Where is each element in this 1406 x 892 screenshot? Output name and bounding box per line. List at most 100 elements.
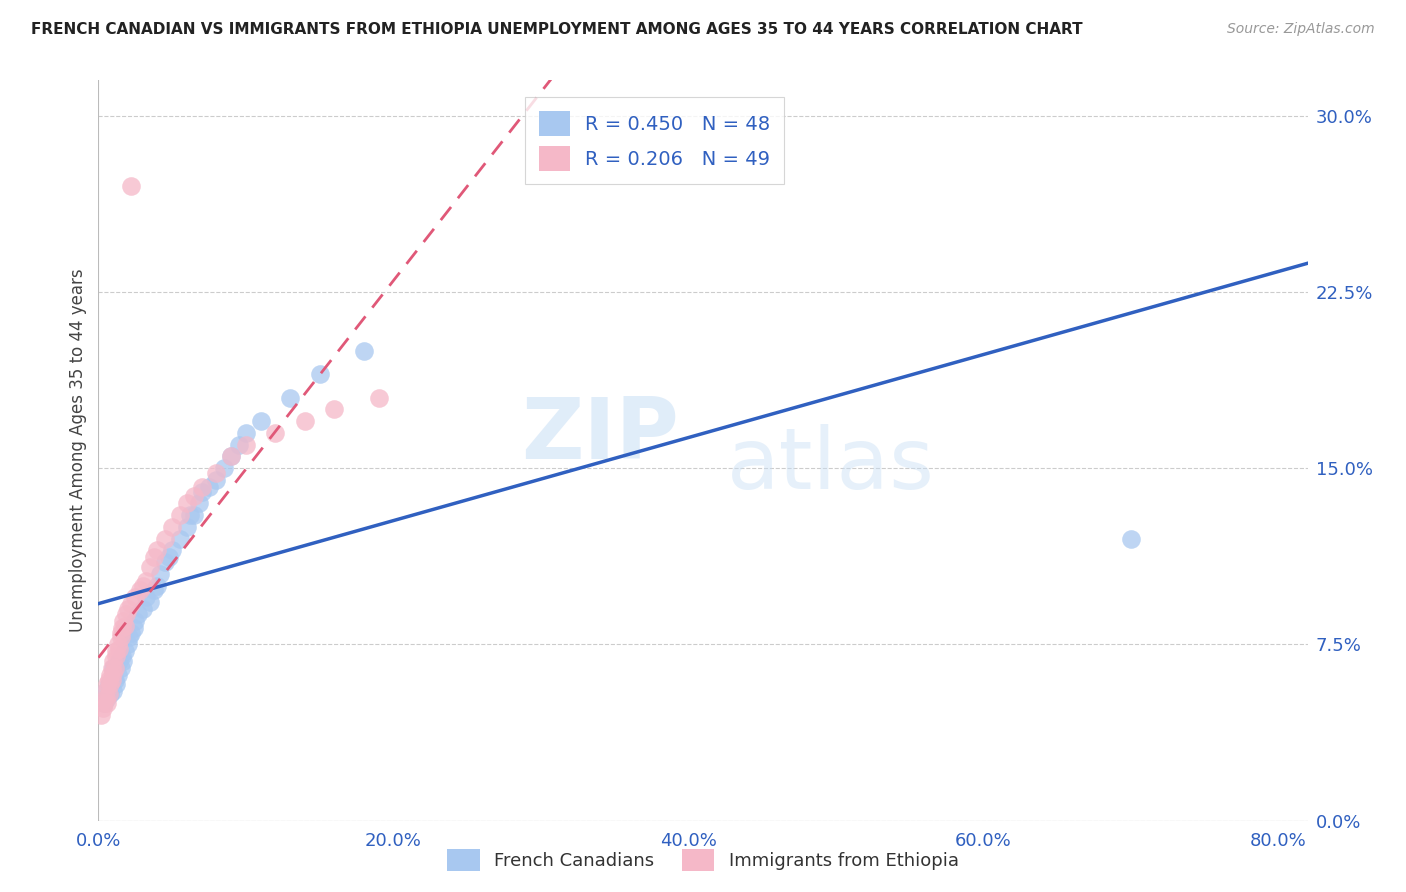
Point	[143, 550, 166, 565]
Point	[219, 450, 242, 464]
Point	[146, 543, 169, 558]
Point	[198, 480, 221, 494]
Point	[97, 673, 120, 687]
Legend: R = 0.450   N = 48, R = 0.206   N = 49: R = 0.450 N = 48, R = 0.206 N = 49	[524, 97, 785, 185]
Point	[176, 496, 198, 510]
Point	[235, 425, 257, 440]
Point	[93, 696, 115, 710]
Point	[157, 550, 180, 565]
Point	[143, 583, 166, 598]
Point	[187, 496, 209, 510]
Point	[308, 367, 330, 381]
Point	[112, 614, 135, 628]
Point	[114, 618, 136, 632]
Point	[127, 607, 149, 621]
Point	[117, 637, 139, 651]
Y-axis label: Unemployment Among Ages 35 to 44 years: Unemployment Among Ages 35 to 44 years	[69, 268, 87, 632]
Point	[110, 630, 132, 644]
Point	[183, 489, 205, 503]
Point	[105, 644, 128, 658]
Point	[160, 543, 183, 558]
Point	[110, 661, 132, 675]
Point	[131, 602, 153, 616]
Point	[94, 684, 117, 698]
Point	[101, 661, 124, 675]
Point	[117, 602, 139, 616]
Point	[107, 668, 129, 682]
Point	[107, 637, 129, 651]
Point	[101, 654, 124, 668]
Point	[179, 508, 201, 522]
Point	[169, 508, 191, 522]
Point	[124, 591, 146, 605]
Point	[1119, 532, 1142, 546]
Point	[114, 644, 136, 658]
Point	[93, 696, 115, 710]
Point	[323, 402, 346, 417]
Point	[139, 595, 162, 609]
Point	[228, 437, 250, 451]
Point	[160, 520, 183, 534]
Point	[96, 696, 118, 710]
Point	[111, 649, 134, 664]
Point	[115, 607, 138, 621]
Point	[100, 673, 122, 687]
Text: FRENCH CANADIAN VS IMMIGRANTS FROM ETHIOPIA UNEMPLOYMENT AMONG AGES 35 TO 44 YEA: FRENCH CANADIAN VS IMMIGRANTS FROM ETHIO…	[31, 22, 1083, 37]
Point	[205, 466, 228, 480]
Point	[219, 450, 242, 464]
Point	[97, 677, 120, 691]
Point	[90, 707, 112, 722]
Point	[122, 621, 145, 635]
Point	[100, 673, 122, 687]
Point	[94, 691, 117, 706]
Point	[98, 677, 121, 691]
Point	[104, 673, 127, 687]
Point	[101, 665, 124, 680]
Point	[118, 630, 141, 644]
Point	[111, 621, 134, 635]
Point	[104, 661, 127, 675]
Point	[131, 579, 153, 593]
Point	[146, 579, 169, 593]
Point	[101, 684, 124, 698]
Point	[135, 591, 157, 605]
Point	[183, 508, 205, 522]
Point	[120, 625, 142, 640]
Point	[96, 691, 118, 706]
Point	[149, 566, 172, 581]
Point	[108, 654, 131, 668]
Point	[139, 559, 162, 574]
Point	[120, 179, 142, 194]
Point	[153, 555, 176, 569]
Point	[190, 480, 212, 494]
Text: Source: ZipAtlas.com: Source: ZipAtlas.com	[1227, 22, 1375, 37]
Point	[120, 598, 142, 612]
Point	[235, 437, 257, 451]
Point	[108, 642, 131, 657]
Point	[249, 414, 271, 428]
Point	[91, 701, 114, 715]
Point	[153, 532, 176, 546]
Point	[98, 687, 121, 701]
Point	[112, 654, 135, 668]
Point	[169, 532, 191, 546]
Point	[97, 687, 120, 701]
Point	[264, 425, 287, 440]
Point	[105, 649, 128, 664]
Point	[105, 677, 128, 691]
Point	[176, 520, 198, 534]
Point	[353, 343, 375, 358]
Point	[128, 583, 150, 598]
Point	[124, 614, 146, 628]
Point	[278, 391, 301, 405]
Point	[94, 684, 117, 698]
Point	[98, 668, 121, 682]
Legend: French Canadians, Immigrants from Ethiopia: French Canadians, Immigrants from Ethiop…	[440, 842, 966, 879]
Point	[135, 574, 157, 588]
Point	[96, 677, 118, 691]
Point	[110, 625, 132, 640]
Point	[212, 461, 235, 475]
Point	[367, 391, 389, 405]
Text: ZIP: ZIP	[522, 394, 679, 477]
Point	[190, 484, 212, 499]
